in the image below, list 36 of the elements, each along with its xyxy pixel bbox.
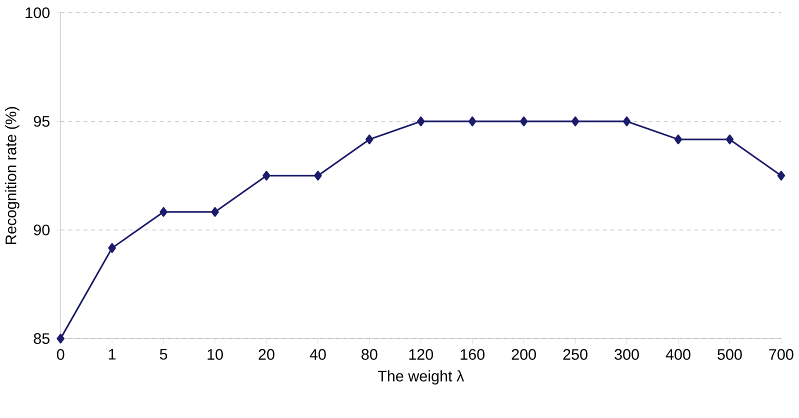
x-tick-label: 160 — [460, 349, 485, 360]
y-axis-title: Recognition rate (%) — [5, 107, 20, 244]
point — [366, 134, 374, 144]
x-tick-label: 1 — [108, 349, 116, 360]
x-tick-label: 400 — [666, 349, 690, 360]
y-tick-label: 85 — [34, 333, 50, 344]
point — [160, 207, 168, 217]
x-tick-label: 20 — [258, 349, 274, 360]
x-tick-label: 10 — [208, 349, 223, 360]
point — [56, 334, 64, 344]
point — [674, 134, 682, 144]
x-tick-label: 5 — [160, 349, 168, 360]
point — [108, 243, 116, 254]
x-tick-label: 300 — [614, 349, 639, 360]
x-tick-label: 40 — [310, 349, 326, 360]
x-tick-label: 200 — [512, 349, 536, 360]
y-tick-label: 95 — [34, 116, 50, 127]
point — [417, 116, 425, 126]
x-tick-label: 120 — [409, 349, 434, 360]
point — [314, 170, 322, 181]
point — [777, 170, 786, 181]
y-tick-label: 100 — [26, 7, 50, 18]
point — [262, 170, 270, 181]
x-tick-label: 0 — [56, 349, 64, 360]
x-axis-title: The weight λ — [378, 370, 464, 385]
x-tick-label: 250 — [563, 349, 588, 360]
point — [468, 116, 476, 126]
point — [211, 207, 219, 217]
point — [726, 134, 734, 144]
y-tick-label: 90 — [34, 224, 50, 236]
x-tick-label: 80 — [362, 349, 378, 360]
x-tick-label: 500 — [718, 349, 742, 360]
x-tick-label: 700 — [769, 349, 794, 360]
point — [520, 116, 528, 126]
point — [571, 116, 580, 126]
point — [622, 116, 631, 126]
